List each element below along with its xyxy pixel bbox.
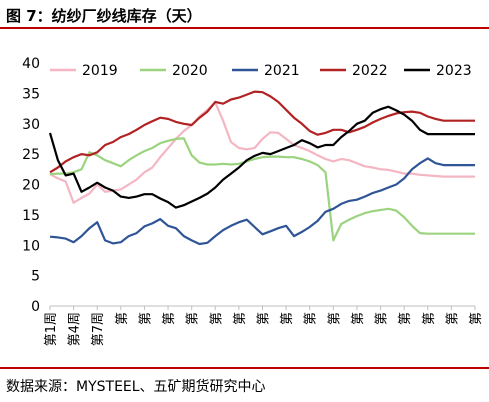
x-tick-label: 第 [469, 312, 484, 325]
source-note: 数据来源：MYSTEEL、五矿期货研究中心 [6, 379, 266, 395]
x-tick-label: 第1周 [44, 312, 59, 346]
source-rule [0, 367, 489, 369]
series-line-2022 [49, 90, 475, 174]
x-tick-label: 第4周 [68, 312, 83, 346]
legend-label-2020: 2020 [172, 63, 208, 79]
series-line-2021 [49, 157, 475, 246]
x-tick-label: 第 [375, 312, 390, 325]
x-tick-label: 第 [280, 312, 295, 325]
x-tick-label: 第 [209, 312, 224, 325]
title-underline [0, 27, 489, 29]
x-tick-label: 第 [233, 312, 248, 325]
legend-label-2021: 2021 [264, 63, 300, 79]
x-tick-label: 第 [445, 312, 460, 325]
legend: 2019 2020 2021 2022 2023 [50, 63, 472, 79]
x-tick-label: 第 [257, 312, 272, 325]
y-tick-label: 0 [31, 299, 40, 315]
series-line-2023 [48, 105, 475, 209]
legend-label-2023: 2023 [436, 63, 472, 79]
chart-title: 图 7：纺纱厂纱线库存（天） [6, 7, 202, 25]
y-tick-label: 10 [22, 238, 40, 254]
x-tick-label: 第 [115, 312, 130, 325]
x-tick-label: 第 [304, 312, 319, 325]
legend-label-2019: 2019 [82, 63, 118, 79]
y-tick-label: 25 [22, 147, 40, 163]
series-lines [48, 90, 475, 246]
y-tick-label: 5 [31, 269, 40, 285]
x-tick-label: 第 [398, 312, 413, 325]
x-tick-label: 第 [186, 312, 201, 325]
legend-label-2022: 2022 [352, 63, 388, 79]
y-tick-label: 30 [22, 117, 40, 133]
y-tick-label: 15 [22, 208, 40, 224]
axes: 0510152025303540第1周 第4周 第7周第第第第第第第第第第第第第第第… [22, 56, 484, 346]
x-tick-label: 第7周 [91, 312, 106, 346]
x-tick-label: 第 [327, 312, 342, 325]
x-tick-label: 第 [162, 312, 177, 325]
y-tick-label: 35 [22, 86, 40, 102]
x-tick-label: 第 [422, 312, 437, 325]
series-line-2019 [49, 101, 475, 204]
series-line-2020 [49, 137, 475, 242]
x-tick-label: 第 [351, 312, 366, 325]
x-tick-label: 第 [138, 312, 153, 325]
y-tick-label: 20 [22, 178, 40, 194]
y-tick-label: 40 [22, 56, 40, 72]
